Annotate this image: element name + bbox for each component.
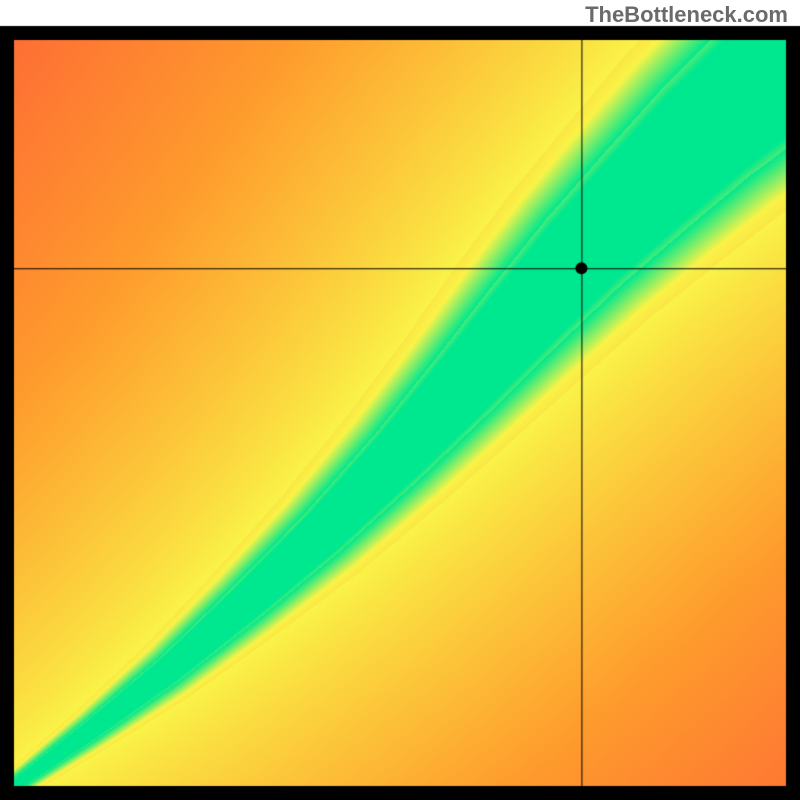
heatmap-canvas [0,0,800,800]
chart-container: TheBottleneck.com [0,0,800,800]
watermark-text: TheBottleneck.com [585,2,788,28]
